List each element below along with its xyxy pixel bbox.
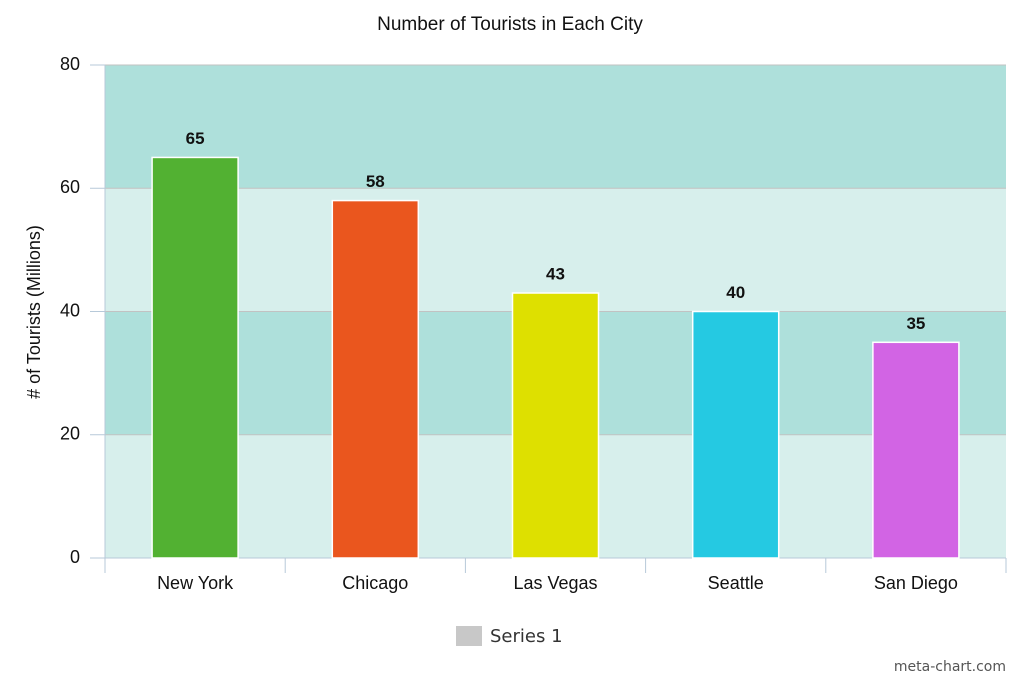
value-label: 65 xyxy=(186,129,205,148)
plot-band xyxy=(105,65,1006,189)
plot-band xyxy=(105,188,1006,312)
y-axis-label: # of Tourists (Millions) xyxy=(24,225,44,399)
legend-swatch xyxy=(456,626,482,646)
x-tick-label: New York xyxy=(157,573,234,593)
y-tick-label: 60 xyxy=(60,177,80,197)
bar xyxy=(872,341,960,559)
bar xyxy=(511,292,600,559)
x-tick-label: Las Vegas xyxy=(513,573,597,593)
bar xyxy=(151,156,239,559)
legend-label: Series 1 xyxy=(490,626,563,647)
y-tick-label: 20 xyxy=(60,424,80,444)
value-label: 40 xyxy=(726,283,745,302)
y-tick-label: 80 xyxy=(60,54,80,74)
y-tick-label: 0 xyxy=(70,547,80,567)
x-tick-label: Chicago xyxy=(342,573,408,593)
chart-title: Number of Tourists in Each City xyxy=(377,14,643,35)
bar xyxy=(331,199,420,559)
bar xyxy=(691,310,780,559)
x-tick-label: Seattle xyxy=(708,573,764,593)
y-tick-label: 40 xyxy=(60,300,80,320)
value-label: 35 xyxy=(906,314,925,333)
value-label: 58 xyxy=(366,172,385,191)
value-label: 43 xyxy=(546,264,565,283)
x-tick-label: San Diego xyxy=(874,573,958,593)
watermark: meta-chart.com xyxy=(894,659,1006,675)
